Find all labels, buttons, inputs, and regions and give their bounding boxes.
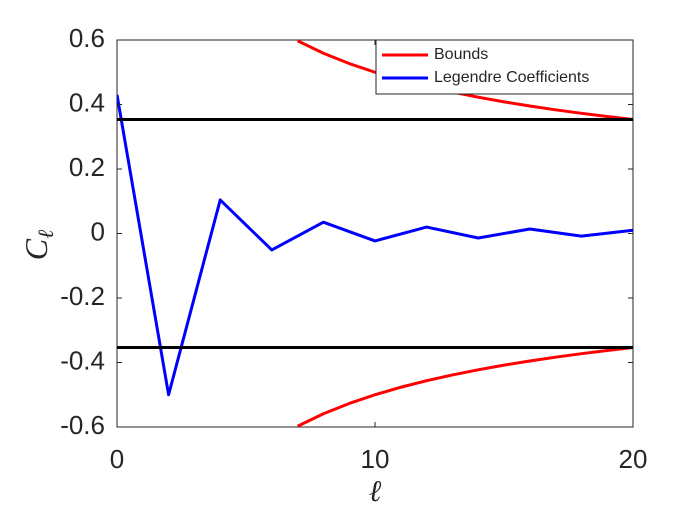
plot-lines xyxy=(117,40,633,427)
y-tick-label: -0.6 xyxy=(60,410,105,440)
series-line xyxy=(117,94,633,397)
legend-box xyxy=(375,39,634,95)
y-tick-label: -0.4 xyxy=(60,345,105,375)
y-tick-label: -0.2 xyxy=(60,281,105,311)
y-tick-label: 0.2 xyxy=(69,152,105,182)
y-axis-label: Cℓ xyxy=(18,229,58,260)
x-tick-label: 10 xyxy=(361,444,390,474)
legend-label: Bounds xyxy=(434,46,488,63)
plot-area xyxy=(116,39,634,428)
x-tick-label: 20 xyxy=(619,444,648,474)
series-line xyxy=(296,40,633,121)
y-tick-label: 0.4 xyxy=(69,87,105,117)
x-tick-label: 0 xyxy=(110,444,124,474)
legend-label: Legendre Coefficients xyxy=(434,69,589,86)
y-tick-label: 0.6 xyxy=(69,23,105,53)
y-axis-label-subscript: ℓ xyxy=(33,229,58,239)
x-axis-label: ℓ xyxy=(369,475,382,508)
series-line xyxy=(296,346,633,427)
y-tick-label: 0 xyxy=(91,216,105,246)
y-axis-label-main: C xyxy=(18,238,54,260)
